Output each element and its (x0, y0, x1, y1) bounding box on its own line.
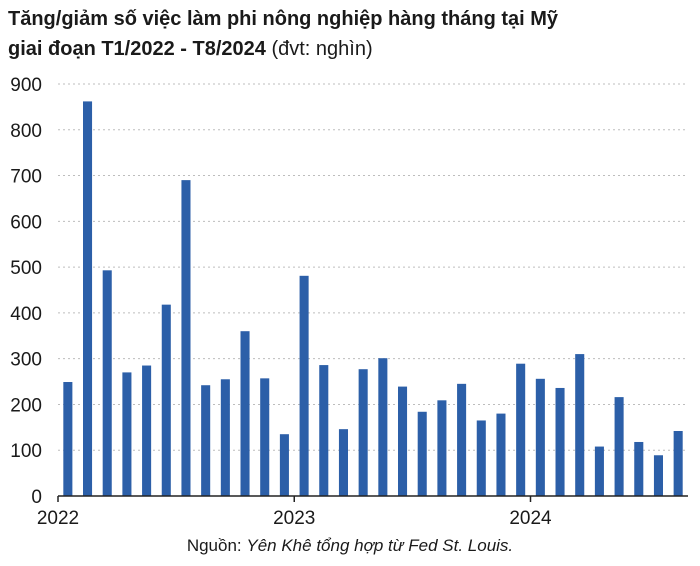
bar: T12/2022: 135 (279, 434, 289, 496)
bar: T1/2024: 256 (535, 378, 545, 496)
y-tick-label: 500 (10, 258, 42, 279)
bar: T3/2024: 310 (575, 354, 585, 496)
bar: T5/2024: 216 (614, 397, 624, 496)
source-prefix: Nguồn: (186, 536, 247, 555)
y-tick-labels: 0 100 200 300 400 500 600 700 800 900 (10, 75, 42, 508)
x-tick-labels: 2022 2023 2024 (37, 496, 552, 529)
bar: T3/2022: 493 (102, 270, 112, 496)
bar: T8/2022: 242 (201, 385, 211, 496)
bar: T1/2023: 481 (299, 275, 309, 496)
bar: T2/2024: 236 (555, 387, 565, 496)
bar: T2/2022: 862 (83, 101, 93, 497)
bar: T9/2023: 245 (457, 383, 467, 496)
bar: T11/2022: 257 (260, 378, 270, 496)
y-tick-label: 0 (31, 487, 42, 508)
title-line-2: giai đoạn T1/2022 - T8/2024 (8, 38, 266, 60)
y-tick-label: 400 (10, 304, 42, 325)
bar: T6/2024: 118 (634, 441, 644, 496)
bar: T6/2023: 239 (398, 386, 408, 496)
y-tick-label: 600 (10, 212, 42, 233)
bar: T7/2022: 690 (181, 180, 191, 496)
unit-label: (đvt: nghìn) (271, 38, 373, 60)
bar: T8/2024: 142 (673, 431, 683, 496)
y-tick-label: 900 (10, 75, 42, 96)
bar: T10/2022: 360 (240, 331, 250, 496)
title-line-1: Tăng/giảm số việc làm phi nông nghiệp hà… (8, 8, 559, 30)
bar: T3/2023: 146 (338, 429, 348, 496)
bar: T2/2023: 286 (319, 365, 329, 496)
bar: T12/2023: 289 (516, 363, 526, 496)
bar: T4/2023: 277 (358, 369, 368, 496)
y-tick-label: 200 (10, 395, 42, 416)
bar-chart: T1/2022: 249 T2/2022: 862 T3/2022: 493 T4/2… (10, 75, 688, 529)
chart-title: Tăng/giảm số việc làm phi nông nghiệp hà… (8, 4, 692, 64)
x-tick-label: 2023 (273, 508, 315, 529)
source-note: Nguồn: Yên Khê tổng hợp từ Fed St. Louis… (0, 536, 700, 556)
bar: T8/2023: 209 (437, 400, 447, 496)
bar: T7/2023: 184 (417, 411, 427, 496)
bar: T6/2022: 418 (161, 304, 171, 496)
bar: T5/2023: 301 (378, 358, 388, 496)
x-tick-label: 2022 (37, 508, 79, 529)
y-tick-label: 100 (10, 441, 42, 462)
bar: T5/2022: 285 (142, 365, 152, 496)
y-tick-label: 800 (10, 121, 42, 142)
bar: T10/2023: 165 (476, 420, 486, 496)
bar: T7/2024: 89 (653, 455, 663, 496)
bar: T9/2022: 255 (220, 379, 230, 496)
bars: T1/2022: 249 T2/2022: 862 T3/2022: 493 T4/2… (63, 101, 683, 497)
source-text: Yên Khê tổng hợp từ Fed St. Louis. (246, 536, 514, 555)
y-tick-label: 700 (10, 167, 42, 188)
bar: T11/2023: 180 (496, 413, 506, 496)
y-tick-label: 300 (10, 350, 42, 371)
bar: T4/2024: 108 (594, 446, 604, 496)
x-tick-label: 2024 (509, 508, 552, 529)
gridlines (58, 83, 688, 451)
bar: T1/2022: 249 (63, 382, 73, 496)
bar: T4/2022: 270 (122, 372, 132, 496)
